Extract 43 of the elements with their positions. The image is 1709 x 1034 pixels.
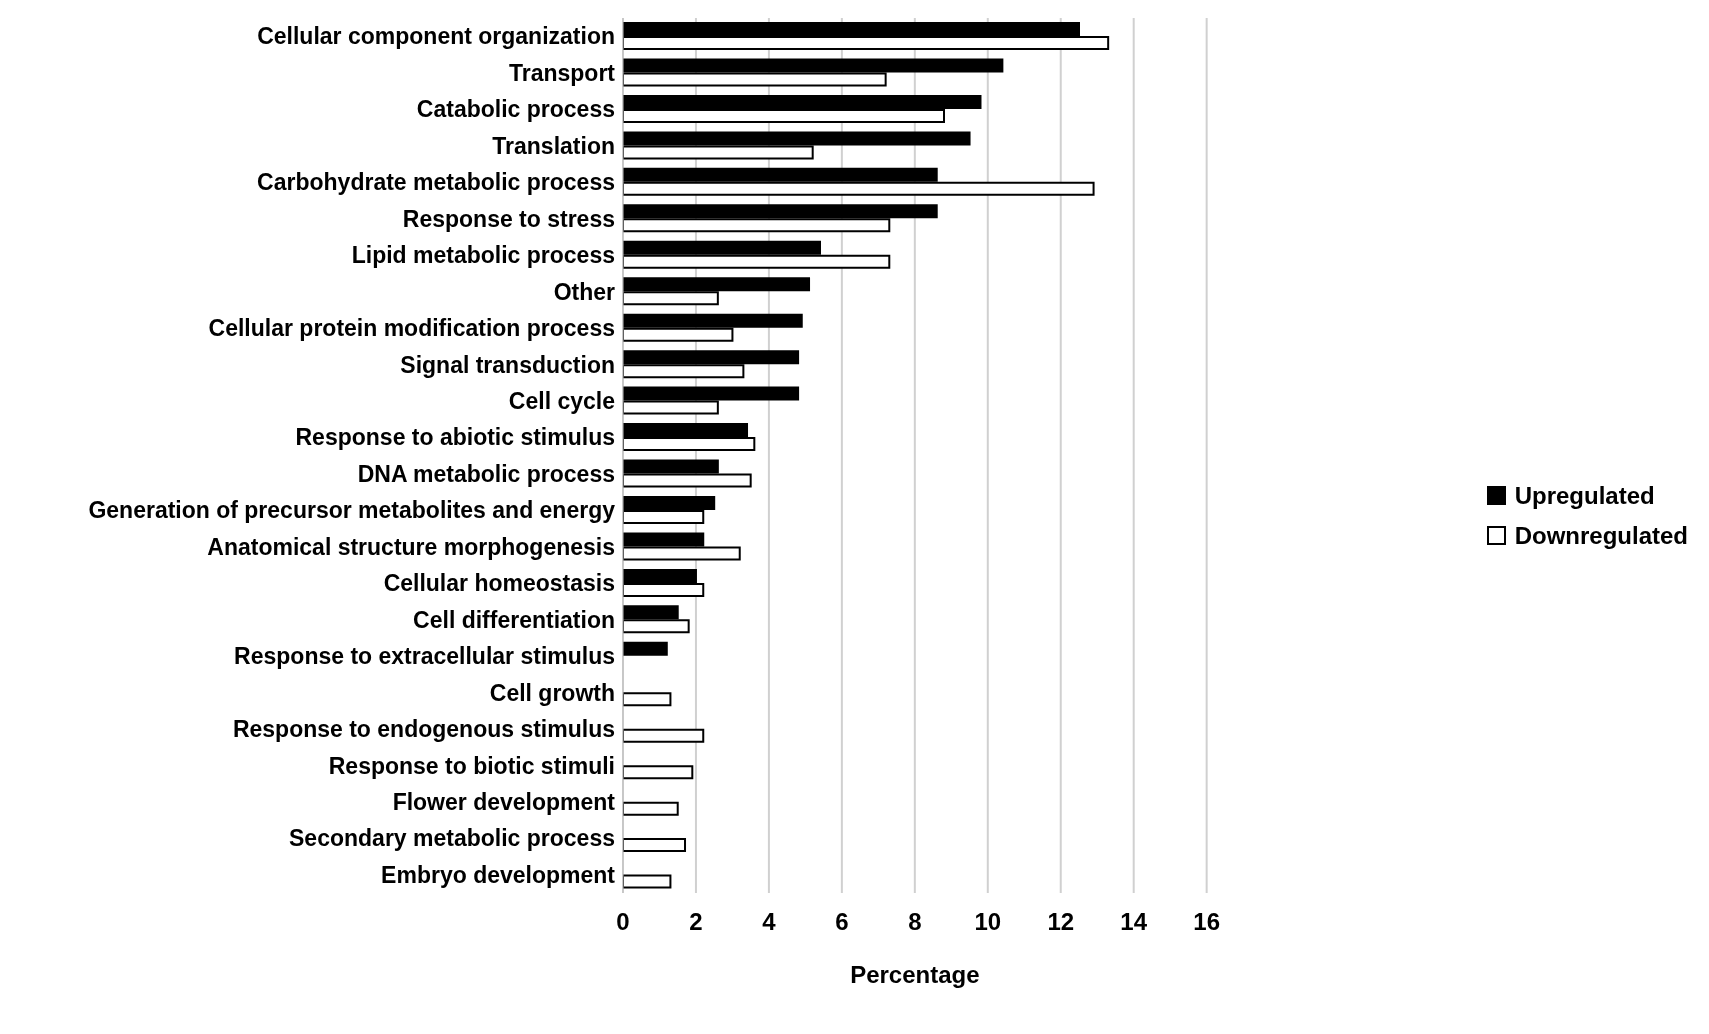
y-tick-label: Response to abiotic stimulus — [295, 424, 615, 451]
y-tick-label: Secondary metabolic process — [289, 825, 615, 852]
y-tick-label: Response to biotic stimuli — [328, 752, 615, 779]
y-tick-label: Response to stress — [402, 205, 615, 232]
bar — [623, 874, 672, 889]
y-tick-label: Cellular homeostasis — [383, 570, 615, 597]
x-tick-label: 0 — [616, 908, 630, 936]
bar — [623, 692, 672, 707]
y-tick-label: Cellular protein modification process — [208, 315, 615, 342]
y-tick-label: DNA metabolic process — [357, 460, 615, 487]
x-tick-label: 4 — [762, 908, 777, 936]
x-tick-label: 8 — [908, 908, 922, 936]
y-tick-label: Signal transduction — [400, 351, 615, 378]
y-tick-label: Response to endogenous stimulus — [232, 716, 615, 743]
bar — [623, 765, 694, 780]
y-tick-label: Cellular component organization — [257, 23, 615, 50]
bar — [623, 838, 687, 853]
y-tick-label: Other — [553, 278, 616, 305]
x-tick-label: 12 — [1047, 908, 1075, 936]
bar — [623, 641, 668, 656]
legend-label: Downregulated — [1514, 521, 1688, 550]
y-tick-label: Cell differentiation — [413, 606, 615, 633]
x-tick-label: 6 — [835, 908, 849, 936]
y-tick-label: Transport — [508, 59, 616, 86]
legend-label: Upregulated — [1514, 481, 1655, 510]
y-tick-label: Carbohydrate metabolic process — [257, 169, 615, 196]
y-tick-label: Embryo development — [381, 861, 616, 888]
x-tick-label: 16 — [1193, 908, 1221, 936]
y-tick-label: Translation — [492, 132, 615, 159]
x-tick-label: 14 — [1120, 908, 1148, 936]
y-tick-label: Generation of precursor metabolites and energy — [88, 497, 616, 524]
y-tick-label: Catabolic process — [416, 96, 615, 123]
bar — [623, 728, 705, 743]
y-tick-label: Lipid metabolic process — [351, 242, 615, 269]
x-axis-title: Percentage — [850, 961, 980, 988]
x-tick-label: 10 — [974, 908, 1002, 936]
y-tick-label: Anatomical structure morphogenesis — [207, 533, 615, 560]
x-tick-label: 2 — [689, 908, 703, 936]
bar — [623, 801, 679, 816]
y-tick-label: Cell growth — [489, 679, 615, 706]
y-tick-label: Cell cycle — [508, 387, 615, 414]
y-tick-label: Response to extracellular stimulus — [234, 643, 615, 670]
y-tick-label: Flower development — [392, 789, 616, 816]
